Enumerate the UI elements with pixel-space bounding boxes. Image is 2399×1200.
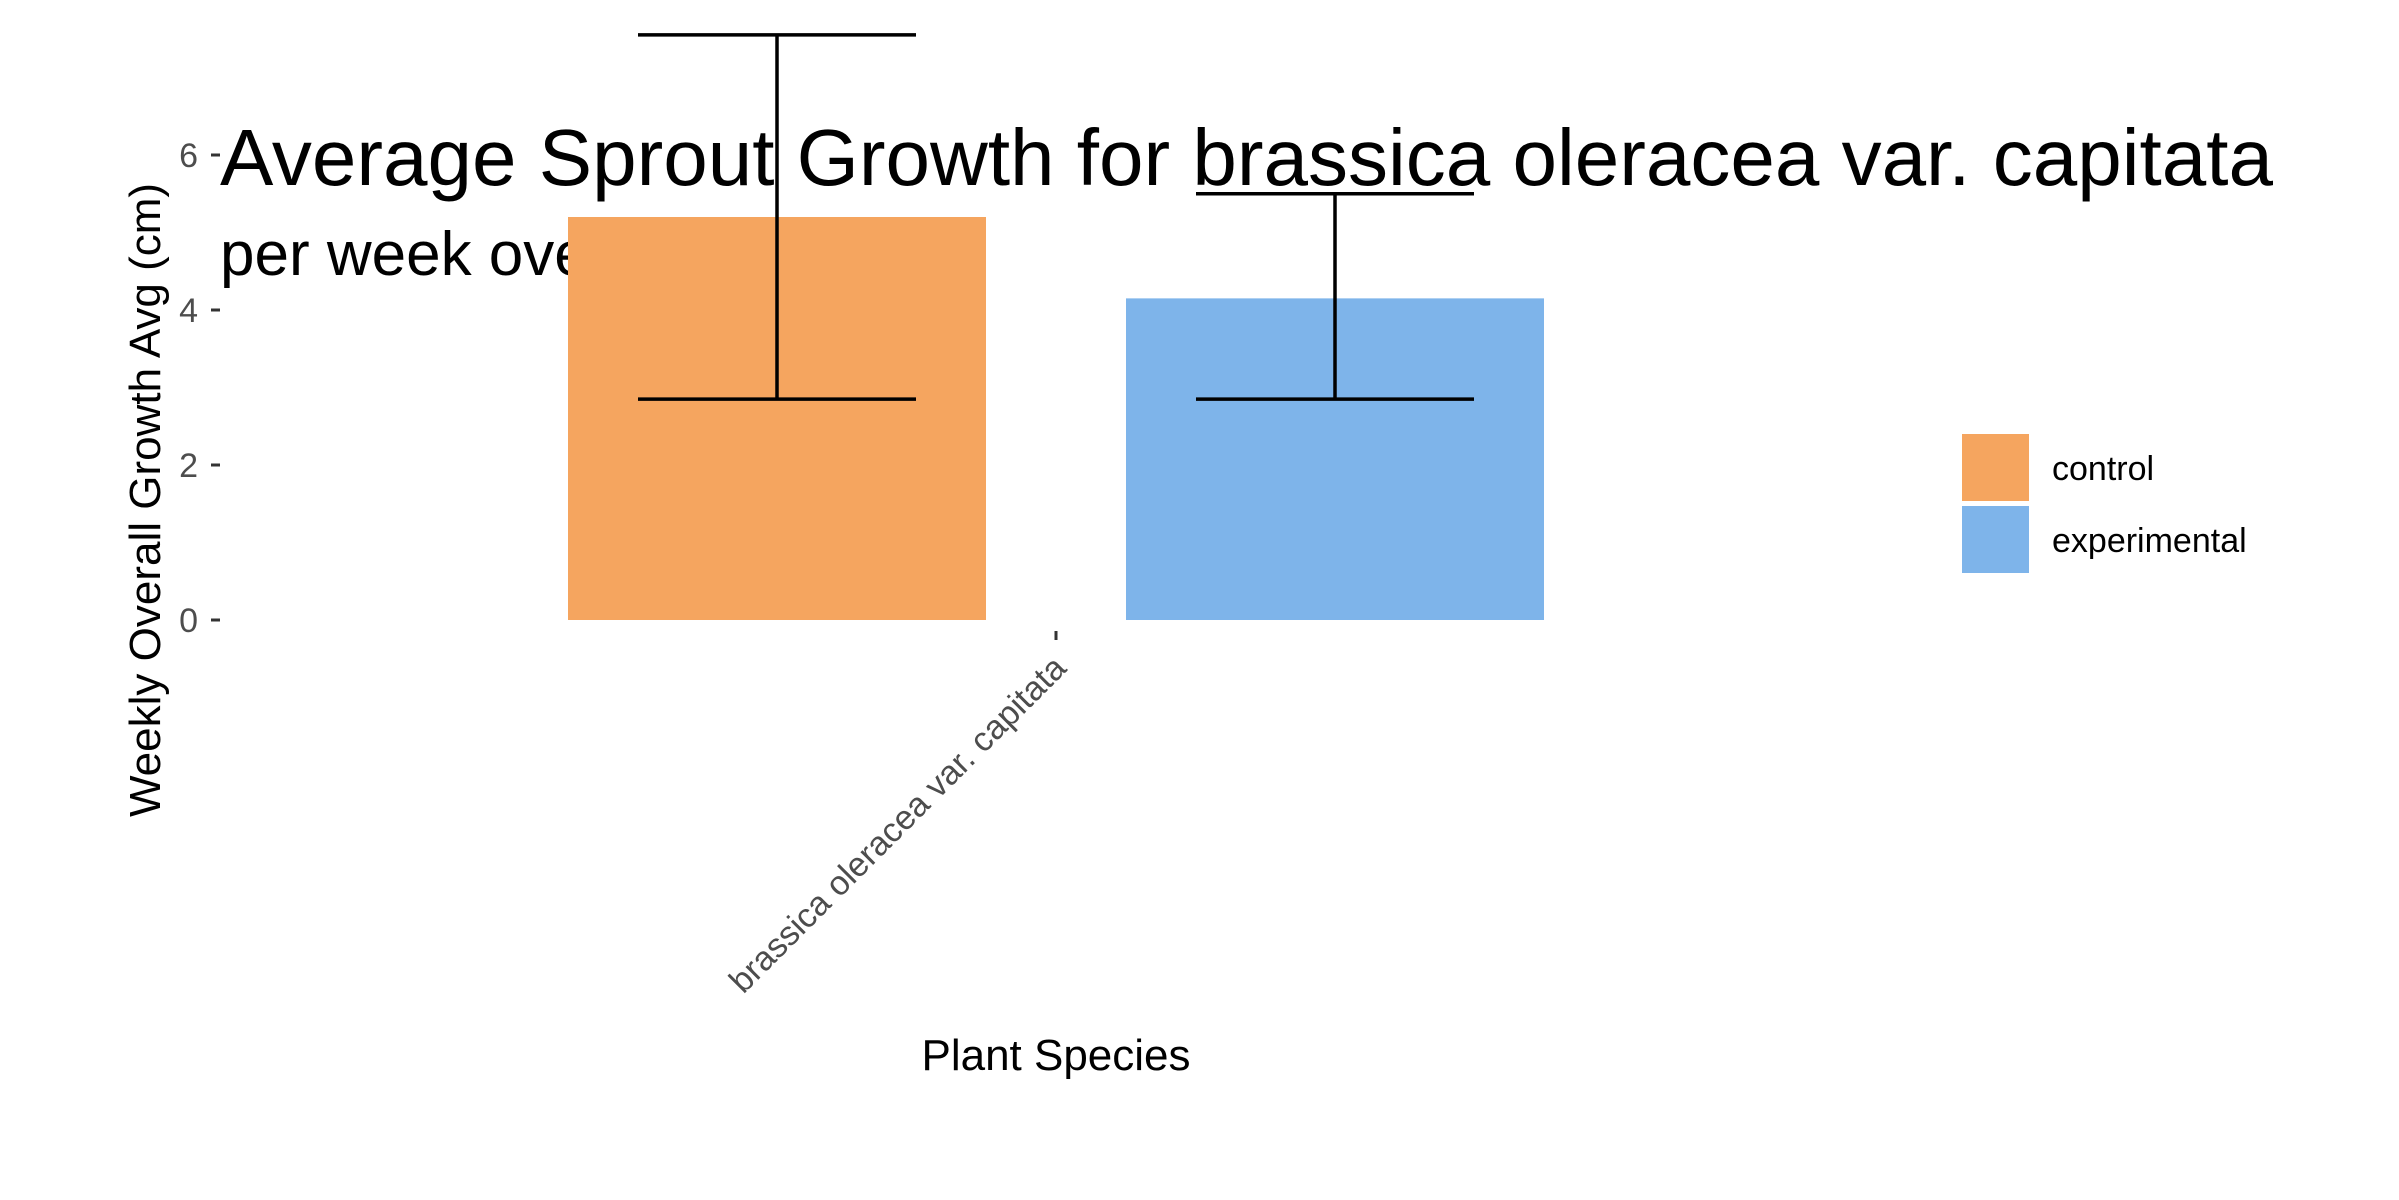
y-tick-label: 6 [179,137,198,175]
x-axis: brassica oleracea var. capitata [722,631,1074,1000]
legend-key-control [1962,434,2029,501]
x-tick-label: brassica oleracea var. capitata [722,649,1074,1001]
error-bar-control [638,33,916,401]
x-axis-title: Plant Species [921,1031,1190,1080]
bars-group [568,217,1544,620]
legend-key-experimental [1962,506,2029,573]
y-axis-title: Weekly Overall Growth Avg (cm) [121,183,170,817]
legend-label-control: control [2052,450,2154,488]
error-bar-experimental [1196,192,1474,401]
y-tick-label: 0 [179,602,198,640]
y-tick-label: 2 [179,447,198,485]
legend: control experimental [1962,434,2247,573]
legend-label-experimental: experimental [2052,522,2247,560]
y-axis: 0 2 4 6 [179,137,220,640]
error-bars-group [638,33,1474,401]
y-tick-label: 4 [179,292,198,330]
chart-title: Average Sprout Growth for brassica olera… [220,113,2273,202]
